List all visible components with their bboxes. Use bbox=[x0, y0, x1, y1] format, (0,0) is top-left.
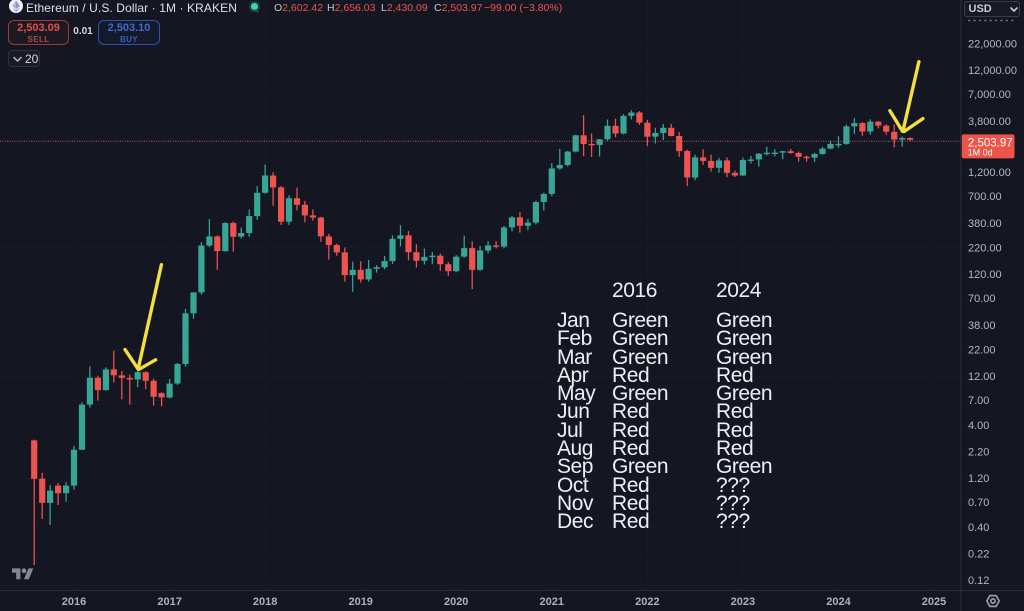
svg-text:2,503.97: 2,503.97 bbox=[968, 138, 1013, 150]
svg-text:0.12: 0.12 bbox=[968, 575, 989, 587]
svg-text:2023: 2023 bbox=[731, 596, 755, 608]
svg-text:1.20: 1.20 bbox=[968, 473, 989, 485]
svg-text:7,000.00: 7,000.00 bbox=[968, 89, 1011, 101]
svg-text:22,000.00: 22,000.00 bbox=[968, 38, 1017, 50]
svg-text:0.22: 0.22 bbox=[968, 548, 989, 560]
svg-text:12.00: 12.00 bbox=[968, 371, 996, 383]
svg-text:38.00: 38.00 bbox=[968, 320, 996, 332]
svg-text:2020: 2020 bbox=[444, 596, 468, 608]
svg-text:12,000.00: 12,000.00 bbox=[968, 65, 1017, 77]
svg-text:1M 0d: 1M 0d bbox=[968, 147, 993, 157]
svg-text:380.00: 380.00 bbox=[968, 218, 1002, 230]
svg-text:2018: 2018 bbox=[253, 596, 277, 608]
svg-text:7.00: 7.00 bbox=[968, 395, 989, 407]
svg-text:1,200.00: 1,200.00 bbox=[968, 167, 1011, 179]
svg-text:2021: 2021 bbox=[540, 596, 564, 608]
svg-text:2025: 2025 bbox=[922, 596, 946, 608]
svg-text:0.70: 0.70 bbox=[968, 497, 989, 509]
svg-text:2017: 2017 bbox=[157, 596, 181, 608]
svg-text:2022: 2022 bbox=[635, 596, 659, 608]
svg-text:220.00: 220.00 bbox=[968, 242, 1002, 254]
svg-text:2.20: 2.20 bbox=[968, 446, 989, 458]
svg-text:2019: 2019 bbox=[348, 596, 372, 608]
svg-text:2016: 2016 bbox=[62, 596, 86, 608]
svg-text:120.00: 120.00 bbox=[968, 269, 1002, 281]
svg-text:2024: 2024 bbox=[826, 596, 851, 608]
svg-text:22.00: 22.00 bbox=[968, 344, 996, 356]
svg-text:4.00: 4.00 bbox=[968, 420, 989, 432]
svg-text:70.00: 70.00 bbox=[968, 293, 996, 305]
svg-text:0.40: 0.40 bbox=[968, 522, 989, 534]
svg-text:3,800.00: 3,800.00 bbox=[968, 116, 1011, 128]
svg-text:700.00: 700.00 bbox=[968, 191, 1002, 203]
